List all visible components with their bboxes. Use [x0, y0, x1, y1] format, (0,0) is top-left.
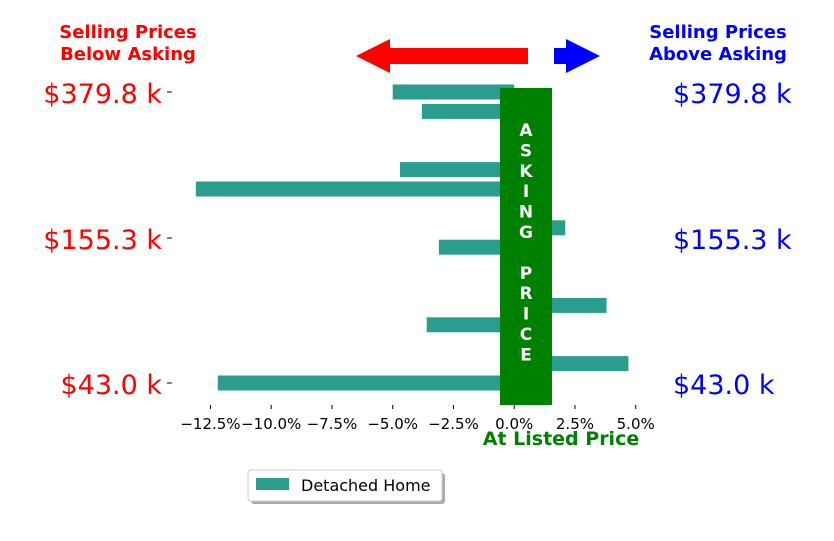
arrow-left-icon	[356, 39, 528, 73]
x-tick-label: −2.5%	[428, 415, 479, 433]
header-below-line2: Below Asking	[60, 44, 196, 65]
x-ticks-group: −12.5% −10.0% −7.5% −5.0% −2.5% 0.0% 2.5% 5.0%	[180, 405, 655, 433]
band-letter: A	[519, 121, 533, 141]
bar	[438, 239, 515, 255]
price-label-right-top: $379.8 k	[673, 79, 792, 110]
asking-price-band	[500, 88, 552, 405]
band-letter: R	[519, 284, 532, 304]
band-letter: S	[520, 141, 532, 161]
price-label-right-mid: $155.3 k	[673, 225, 792, 256]
x-tick-label: 5.0%	[617, 415, 655, 433]
legend-label: Detached Home	[301, 476, 431, 495]
x-tick-label: −5.0%	[367, 415, 418, 433]
band-letter: P	[520, 264, 532, 284]
x-tick-label: 0.0%	[495, 415, 533, 433]
band-letter: K	[519, 162, 533, 182]
header-below-line1: Selling Prices	[59, 22, 196, 43]
x-tick-label: −12.5%	[180, 415, 240, 433]
bar	[217, 375, 515, 391]
band-letter: G	[519, 223, 533, 243]
arrow-right-icon	[554, 39, 600, 73]
price-label-left-top: $379.8 k	[43, 79, 162, 110]
price-label-left-bottom: $43.0 k	[60, 370, 162, 401]
band-letter: C	[520, 325, 532, 345]
price-label-right-bottom: $43.0 k	[673, 370, 775, 401]
bars-group	[195, 84, 629, 391]
header-above-line1: Selling Prices	[649, 22, 786, 43]
x-tick-label: −10.0%	[241, 415, 301, 433]
bar	[392, 84, 515, 100]
bar	[399, 162, 515, 178]
x-tick-label: 2.5%	[556, 415, 594, 433]
legend: Detached Home	[247, 469, 445, 504]
band-letter: I	[523, 182, 529, 202]
band-letter: I	[523, 305, 529, 325]
bar	[421, 103, 515, 119]
bar	[426, 317, 515, 333]
x-tick-label: −7.5%	[307, 415, 358, 433]
band-letter: E	[520, 345, 532, 365]
price-label-left-mid: $155.3 k	[43, 225, 162, 256]
bar	[195, 181, 515, 197]
legend-swatch	[256, 478, 289, 490]
header-above-line2: Above Asking	[649, 44, 787, 65]
x-axis-label: At Listed Price	[483, 428, 639, 450]
legend-box	[247, 469, 443, 502]
band-letter: N	[519, 203, 533, 223]
